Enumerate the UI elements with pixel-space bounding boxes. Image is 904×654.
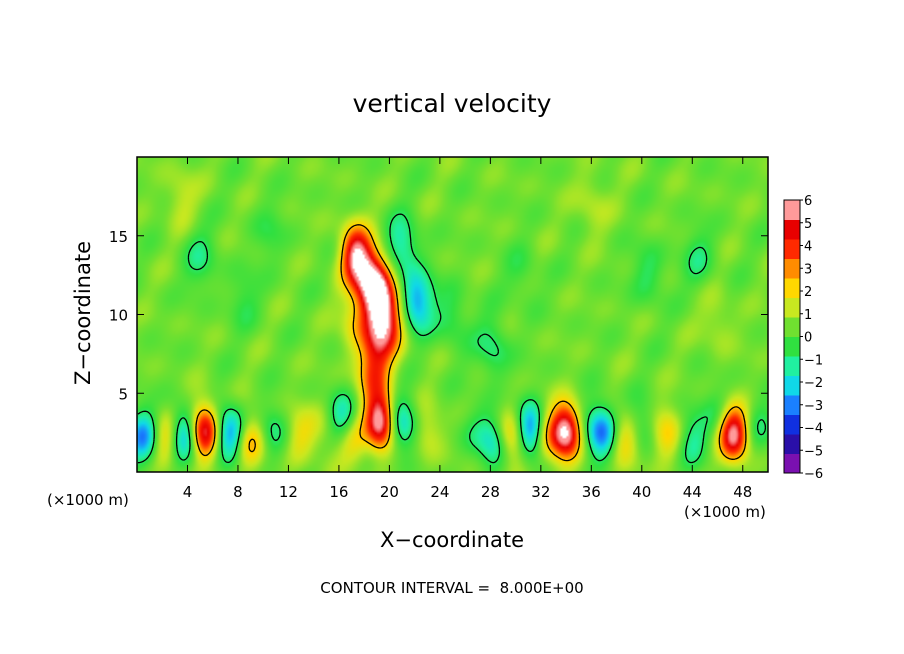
contour-line — [195, 224, 747, 462]
y-axis: 5 10 15 — [109, 228, 768, 403]
colorbar-label: −6 — [804, 467, 823, 482]
colorbar-label: 0 — [804, 331, 812, 346]
colorbar-label: −2 — [804, 376, 823, 391]
x-tick-label: 20 — [380, 483, 399, 501]
contour-line — [137, 213, 767, 464]
velocity-field — [137, 157, 768, 472]
colorbar-swatch — [784, 317, 800, 337]
y-tick-label: 15 — [109, 228, 128, 246]
x-tick-label: 16 — [329, 483, 348, 501]
colorbar-label: −5 — [804, 444, 823, 459]
colorbar-swatch — [784, 336, 800, 357]
colorbar-swatch — [784, 219, 800, 240]
y-axis-label: Z−coordinate — [71, 241, 95, 385]
colorbar-label: 2 — [804, 285, 812, 300]
colorbar-swatch — [784, 258, 800, 279]
y-tick-label: 5 — [118, 385, 128, 403]
plot-area — [136, 156, 769, 473]
x-tick-label: 40 — [632, 483, 651, 501]
colorbar-label: −4 — [804, 422, 823, 437]
x-tick-label: 24 — [430, 483, 449, 501]
colorbar-labels: 6 5 4 3 2 1 0 −1 −2 −3 −4 −5 −6 — [800, 194, 823, 482]
colorbar-label: 5 — [804, 217, 812, 232]
colorbar-swatches — [784, 200, 800, 474]
x-axis: 4 8 12 16 20 24 28 32 36 40 44 48 — [183, 157, 752, 501]
x-tick-label: 28 — [481, 483, 500, 501]
x-tick-label: 4 — [183, 483, 193, 501]
colorbar-swatch — [784, 278, 800, 298]
colorbar: 6 5 4 3 2 1 0 −1 −2 −3 −4 −5 −6 — [783, 194, 823, 482]
colorbar-swatch — [784, 434, 800, 454]
x-tick-label: 32 — [531, 483, 550, 501]
x-tick-label: 36 — [582, 483, 601, 501]
colorbar-swatch — [784, 375, 800, 396]
colorbar-swatch — [784, 453, 800, 474]
colorbar-label: 1 — [804, 308, 812, 323]
x-tick-label: 44 — [683, 483, 702, 501]
x-axis-label: X−coordinate — [380, 528, 524, 552]
x-tick-label: 48 — [733, 483, 752, 501]
contour-interval-note: CONTOUR INTERVAL = 8.000E+00 — [320, 579, 583, 597]
colorbar-label: 6 — [804, 194, 812, 209]
colorbar-swatch — [784, 395, 800, 415]
x-tick-label: 12 — [279, 483, 298, 501]
colorbar-label: 4 — [804, 240, 812, 255]
colorbar-swatch — [784, 239, 800, 259]
x-tick-label: 8 — [233, 483, 243, 501]
colorbar-swatch — [784, 297, 800, 318]
y-tick-label: 10 — [109, 307, 128, 325]
chart-title: vertical velocity — [353, 89, 552, 118]
colorbar-label: −1 — [804, 353, 823, 368]
contour-lines — [137, 213, 767, 464]
colorbar-label: −3 — [804, 399, 823, 414]
colorbar-swatch — [784, 200, 800, 220]
x-units-left: (×1000 m) — [47, 491, 129, 509]
colorbar-label: 3 — [804, 262, 812, 277]
x-units-right: (×1000 m) — [684, 503, 766, 521]
colorbar-swatch — [784, 356, 800, 376]
colorbar-swatch — [784, 414, 800, 435]
